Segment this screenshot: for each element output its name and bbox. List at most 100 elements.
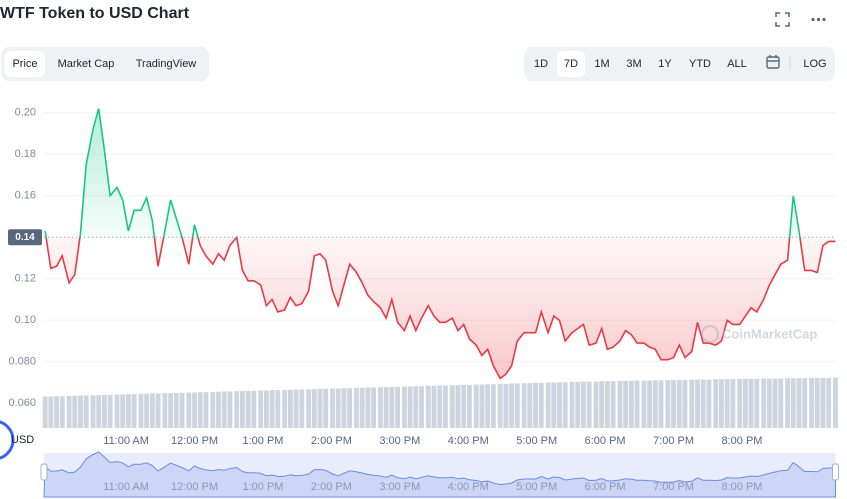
volume-bar bbox=[203, 392, 209, 428]
volume-bar bbox=[562, 382, 568, 428]
volume-bar bbox=[54, 396, 59, 428]
navigator-tick-label: 8:00 PM bbox=[721, 481, 762, 493]
navigator-handle[interactable] bbox=[832, 463, 839, 481]
tab-group bbox=[1, 47, 209, 81]
navigator-tick-label: 2:00 PM bbox=[311, 481, 352, 493]
x-tick-label: 8:00 PM bbox=[721, 435, 762, 447]
volume-bar bbox=[557, 382, 562, 428]
volume-bar bbox=[192, 392, 197, 428]
volume-bar bbox=[431, 385, 437, 428]
volume-bar bbox=[227, 391, 233, 428]
volume-bar bbox=[125, 394, 131, 428]
volume-bar bbox=[527, 383, 533, 428]
volume-bar bbox=[144, 393, 150, 428]
volume-bar bbox=[269, 390, 275, 428]
range-label[interactable]: 1D bbox=[534, 58, 548, 70]
range-label[interactable]: YTD bbox=[689, 58, 711, 70]
volume-bar bbox=[533, 382, 538, 428]
volume-bar bbox=[131, 394, 137, 428]
log-toggle[interactable]: LOG bbox=[803, 58, 826, 70]
volume-bar bbox=[748, 378, 754, 428]
volume-bar bbox=[551, 382, 557, 428]
navigator-tick-label: 1:00 PM bbox=[242, 481, 283, 493]
navigator-handle[interactable] bbox=[40, 463, 48, 481]
y-tick-label: 0.10 bbox=[15, 314, 36, 326]
volume-bar bbox=[671, 379, 676, 428]
navigator-tick-label: 5:00 PM bbox=[516, 481, 557, 493]
x-tick-label: 4:00 PM bbox=[448, 435, 489, 447]
volume-bar bbox=[742, 378, 748, 428]
volume-bar bbox=[317, 388, 323, 428]
volume-bar bbox=[179, 392, 185, 428]
y-tick-label: 0.20 bbox=[15, 107, 36, 119]
volume-bar bbox=[83, 395, 89, 428]
volume-bar bbox=[168, 393, 174, 428]
volume-bar bbox=[72, 395, 78, 428]
volume-bar bbox=[407, 386, 413, 428]
y-tick-label: 0.12 bbox=[15, 273, 36, 285]
volume-bar bbox=[593, 381, 599, 428]
volume-bar bbox=[695, 379, 700, 428]
y-tick-label: 0.080 bbox=[8, 356, 36, 368]
volume-bar bbox=[772, 378, 778, 428]
calendar-icon[interactable] bbox=[766, 55, 780, 69]
watermark: CoinMarketCap bbox=[701, 325, 817, 343]
volume-bar bbox=[599, 381, 605, 428]
more-icon[interactable] bbox=[811, 17, 826, 22]
range-label[interactable]: ALL bbox=[727, 58, 747, 70]
volume-bar bbox=[778, 378, 784, 428]
volume-bar bbox=[586, 381, 592, 428]
volume-bar bbox=[419, 386, 424, 428]
range-label[interactable]: 7D bbox=[564, 58, 578, 70]
volume-bar bbox=[490, 384, 496, 428]
watermark-text: CoinMarketCap bbox=[722, 326, 817, 341]
volume-bar bbox=[706, 379, 712, 428]
baseline-label: 0.14 bbox=[15, 232, 35, 243]
range-label[interactable]: 1Y bbox=[658, 58, 672, 70]
volume-bar bbox=[826, 377, 832, 428]
volume-bar bbox=[581, 381, 586, 428]
volume-bar bbox=[628, 380, 634, 428]
volume-bar bbox=[509, 383, 515, 428]
volume-bar bbox=[538, 382, 544, 428]
volume-bar bbox=[341, 388, 347, 428]
volume-bar bbox=[395, 386, 400, 428]
tab-label[interactable]: TradingView bbox=[136, 58, 197, 70]
currency-badge[interactable] bbox=[0, 420, 15, 460]
range-label[interactable]: 1M bbox=[594, 58, 609, 70]
volume-bar bbox=[676, 379, 682, 428]
tab-selected[interactable] bbox=[5, 51, 45, 77]
volume-bar bbox=[575, 381, 581, 428]
range-selected[interactable] bbox=[557, 51, 585, 77]
volume-bar bbox=[107, 394, 113, 428]
x-tick-label: 1:00 PM bbox=[242, 435, 283, 447]
volume-bar bbox=[48, 396, 54, 428]
volume-bar bbox=[610, 381, 616, 428]
volume-bar bbox=[389, 386, 395, 428]
volume-bar bbox=[347, 388, 353, 428]
volume-bar bbox=[443, 385, 448, 428]
volume-bar bbox=[623, 380, 629, 428]
tab-label[interactable]: Market Cap bbox=[58, 58, 115, 70]
range-label[interactable]: 3M bbox=[626, 58, 641, 70]
navigator-tick-label: 11:00 AM bbox=[103, 481, 149, 493]
baseline-tag bbox=[8, 229, 42, 246]
navigator-tick-label: 4:00 PM bbox=[448, 481, 489, 493]
navigator-tick-label: 7:00 PM bbox=[653, 481, 694, 493]
volume-bar bbox=[383, 387, 389, 428]
tab-label[interactable]: Price bbox=[12, 58, 37, 70]
volume-bar bbox=[120, 394, 126, 428]
x-tick-label: 3:00 PM bbox=[379, 435, 420, 447]
volume-bar bbox=[299, 389, 305, 428]
volume-bar bbox=[162, 393, 168, 428]
volume-bar bbox=[102, 394, 107, 428]
volume-bar bbox=[221, 391, 227, 428]
volume-bar bbox=[293, 389, 299, 428]
chart-title: WTF Token to USD Chart bbox=[0, 5, 190, 22]
fullscreen-icon[interactable] bbox=[775, 12, 790, 27]
volume-bar bbox=[785, 378, 791, 428]
volume-bar bbox=[604, 381, 610, 428]
volume-bar bbox=[330, 388, 335, 428]
volume-bar bbox=[820, 377, 826, 428]
navigator-tick-label: 3:00 PM bbox=[379, 481, 420, 493]
